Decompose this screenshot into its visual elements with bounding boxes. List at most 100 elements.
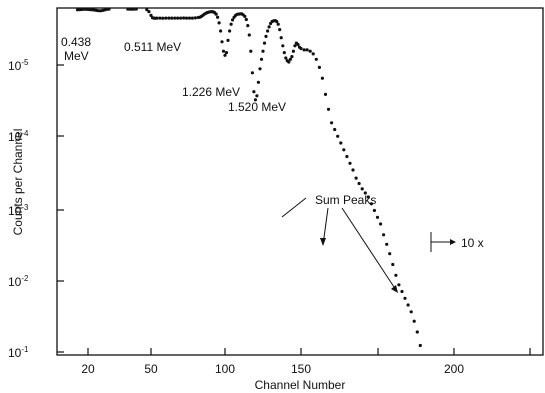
data-series — [75, 7, 422, 348]
data-point — [145, 8, 149, 12]
x-axis — [87, 348, 531, 355]
sum-peak-arrowhead-3 — [391, 285, 398, 293]
data-point — [176, 16, 180, 20]
data-point — [418, 343, 422, 348]
data-point — [363, 191, 367, 195]
data-point — [258, 67, 262, 71]
x-tick-label: 200 — [444, 362, 464, 376]
data-point — [345, 154, 349, 159]
annotations: 0.438 MeV 0.511 MeV 1.226 MeV 1.520 MeV … — [61, 35, 484, 293]
data-point — [291, 49, 295, 53]
x-tick-label: 100 — [215, 362, 235, 376]
data-point — [382, 233, 386, 237]
data-point — [228, 29, 232, 33]
data-point — [247, 33, 251, 37]
peak-label-0438: 0.438 — [61, 35, 91, 49]
data-point — [354, 176, 358, 180]
data-point — [339, 141, 343, 145]
data-point — [305, 48, 309, 52]
data-point — [246, 24, 250, 28]
data-point — [299, 46, 303, 51]
sum-peak-arrowhead-2 — [320, 238, 326, 246]
data-point — [223, 53, 227, 57]
data-point — [366, 195, 370, 199]
data-point — [244, 17, 248, 22]
sum-peaks-label: Sum Peaks — [315, 193, 376, 207]
scale-marker-arrowhead — [450, 239, 456, 245]
data-point — [255, 94, 259, 98]
data-point — [170, 16, 174, 20]
x-tick-label: 150 — [291, 362, 311, 376]
data-point — [379, 222, 383, 226]
data-point — [261, 49, 265, 53]
data-point — [302, 48, 306, 52]
data-point — [167, 16, 171, 20]
data-point — [161, 16, 165, 20]
data-point — [267, 25, 271, 29]
data-point — [190, 16, 194, 20]
data-point — [252, 90, 256, 94]
data-point — [391, 262, 395, 267]
data-point — [403, 296, 407, 300]
data-point — [336, 134, 340, 138]
data-point — [397, 283, 401, 287]
data-point — [281, 44, 285, 48]
data-point — [155, 16, 159, 20]
data-point — [226, 38, 230, 43]
data-point — [259, 57, 264, 61]
data-point — [415, 330, 419, 334]
data-point — [409, 310, 413, 314]
data-point — [219, 29, 223, 33]
data-point — [214, 12, 218, 16]
data-point — [276, 22, 280, 26]
x-tick-label: 50 — [144, 362, 158, 376]
data-point — [357, 181, 361, 186]
data-point — [311, 52, 315, 56]
data-point — [406, 303, 410, 307]
sum-peak-arrow-3 — [341, 207, 397, 291]
data-point — [107, 7, 111, 11]
data-point — [187, 16, 192, 20]
data-point — [333, 127, 337, 132]
data-point — [400, 289, 404, 294]
y-tick-labels: 10-5 10-4 10-3 10-2 10-1 — [8, 58, 29, 360]
x-tick-label: 20 — [81, 362, 95, 376]
peak-label-1520: 1.520 MeV — [228, 100, 286, 114]
sum-peak-arrow-1 — [281, 197, 307, 218]
data-point — [308, 49, 312, 53]
data-point — [317, 65, 321, 69]
data-point — [330, 121, 334, 125]
y-axis-title: Counts per Channel — [11, 129, 25, 236]
data-point — [360, 187, 364, 191]
y-tick-label: 10-1 — [8, 345, 29, 360]
data-point — [275, 19, 279, 24]
y-tick-label: 10-5 — [8, 58, 29, 73]
data-point — [262, 41, 267, 45]
data-point — [253, 98, 257, 102]
data-point — [217, 21, 221, 25]
data-point — [323, 92, 328, 96]
data-point — [372, 208, 376, 213]
data-point — [326, 107, 331, 111]
data-point — [256, 80, 260, 84]
data-point — [375, 215, 380, 219]
data-point — [250, 71, 254, 75]
scale-change-label: 10 x — [461, 236, 484, 250]
data-point — [351, 168, 355, 172]
data-point — [348, 161, 352, 165]
data-point — [290, 55, 294, 59]
data-point — [279, 36, 283, 40]
data-point — [224, 51, 229, 55]
peak-label-1226: 1.226 MeV — [182, 85, 240, 99]
data-point — [216, 15, 220, 19]
x-axis-title: Channel Number — [255, 378, 346, 392]
data-point — [179, 16, 183, 20]
data-point — [385, 242, 389, 246]
peak-label-0438-unit: MeV — [64, 49, 89, 63]
x-tick-labels: 20 50 100 150 200 — [81, 362, 464, 376]
data-point — [231, 18, 235, 22]
data-point — [264, 34, 268, 39]
data-point — [243, 14, 247, 18]
data-point — [134, 7, 138, 11]
